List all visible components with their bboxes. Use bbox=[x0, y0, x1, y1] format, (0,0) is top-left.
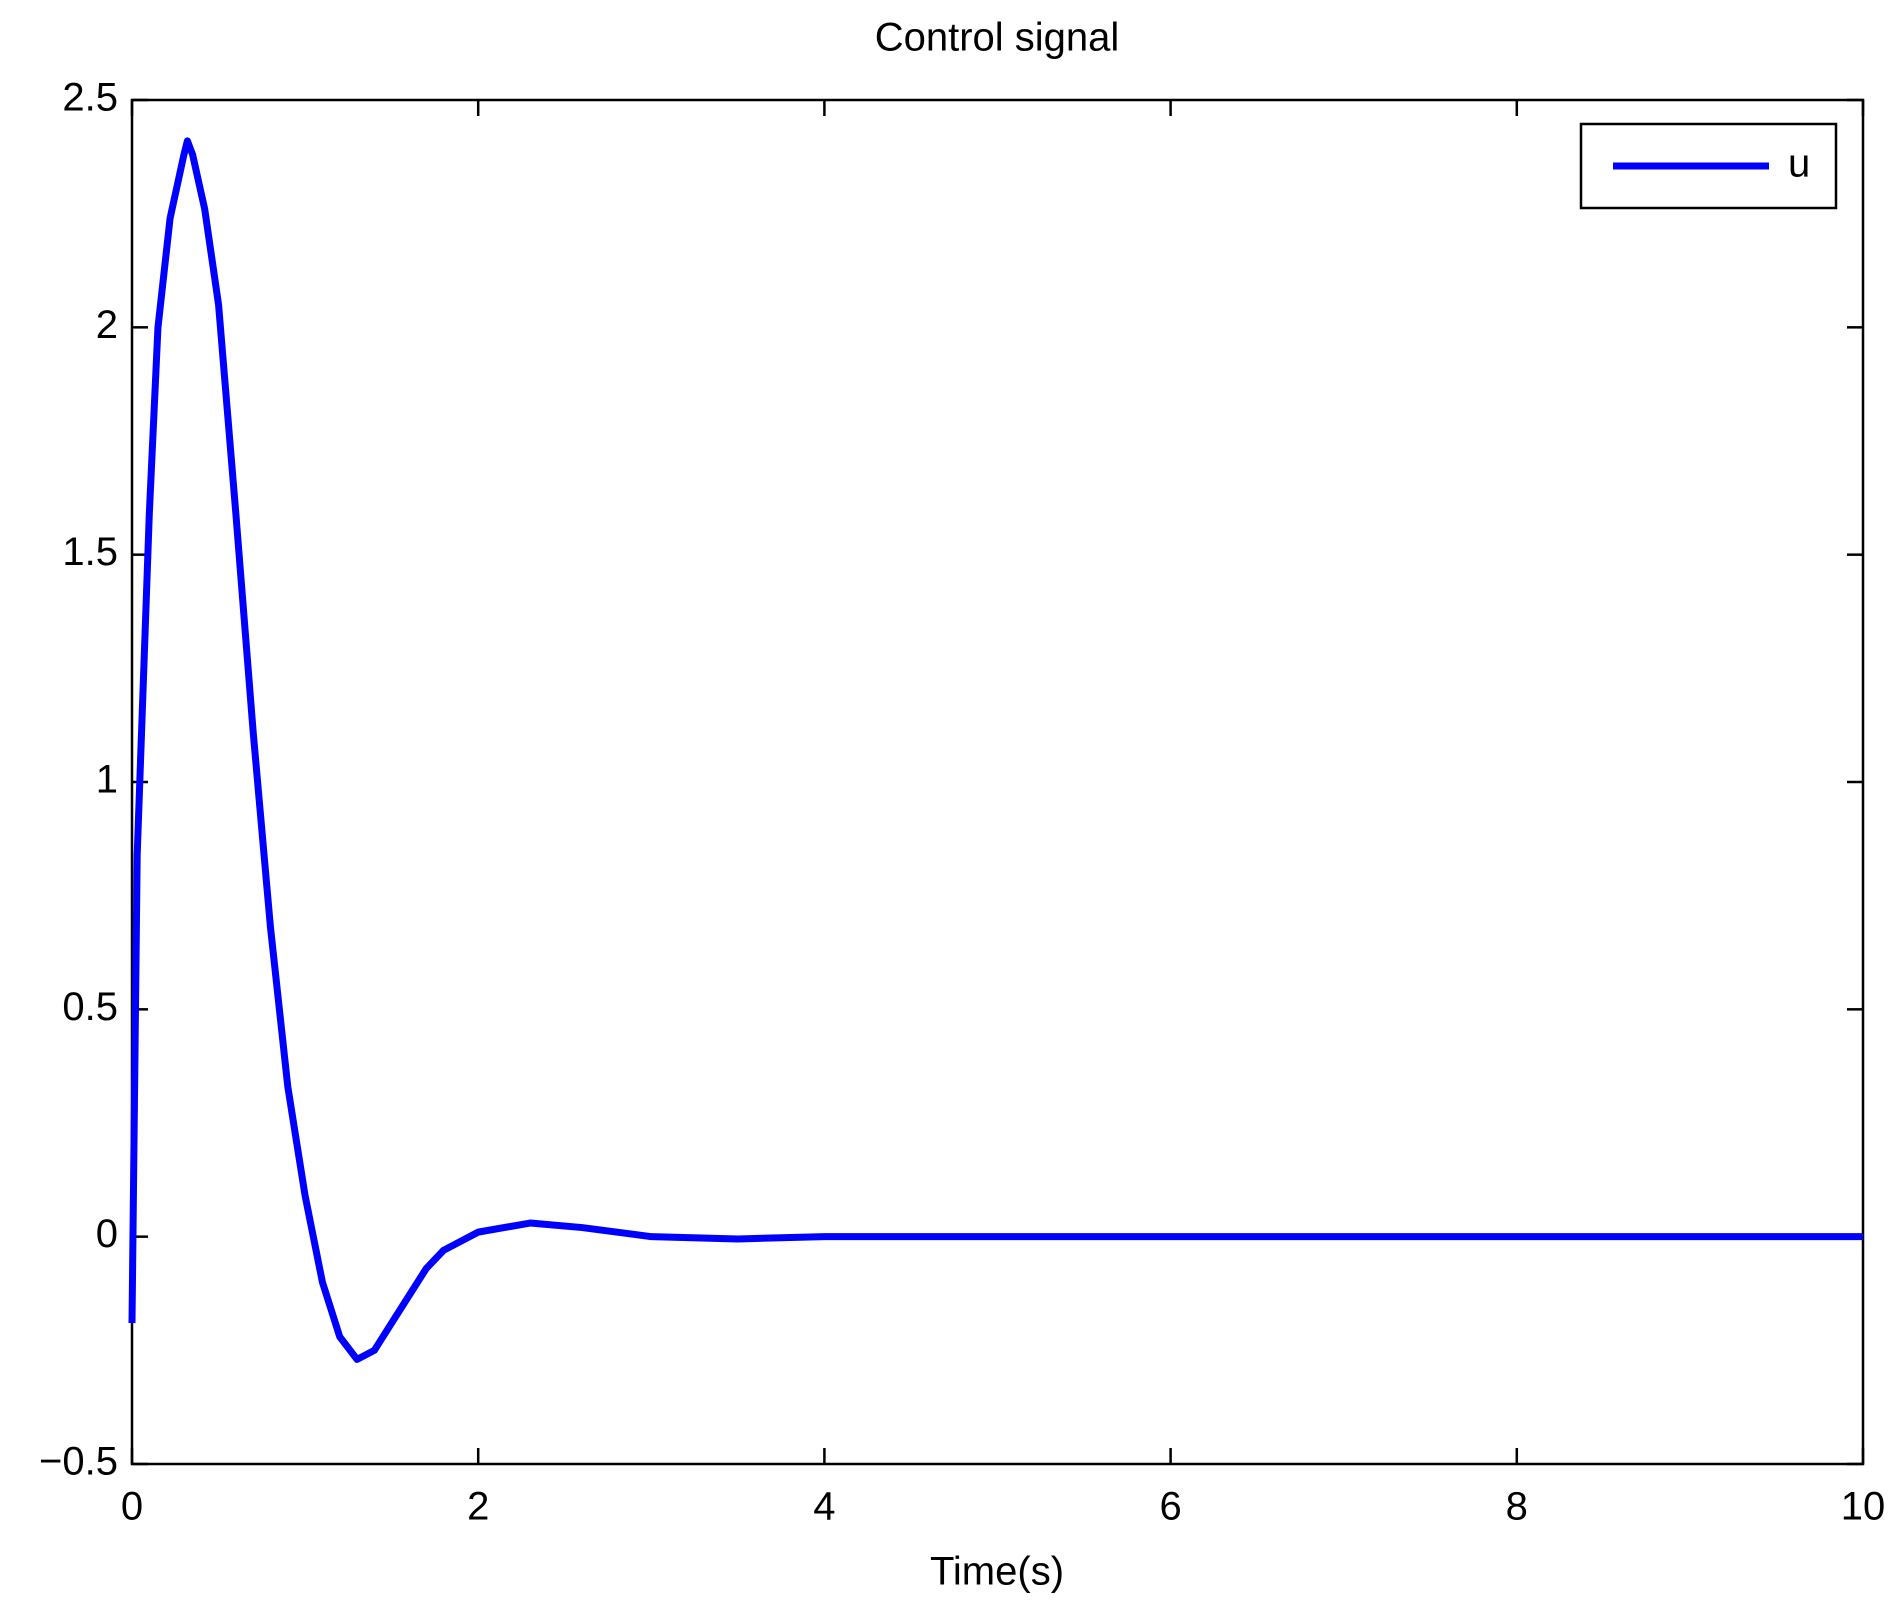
y-tick-label: 1.5 bbox=[62, 530, 118, 574]
x-tick-label: 2 bbox=[467, 1485, 489, 1529]
x-tick-label: 4 bbox=[813, 1485, 835, 1529]
plot-area bbox=[130, 98, 1865, 1466]
x-tick-label: 10 bbox=[1841, 1485, 1886, 1529]
x-axis-label: Time(s) bbox=[930, 1550, 1064, 1594]
y-tick-label: −0.5 bbox=[39, 1440, 118, 1484]
chart-title: Control signal bbox=[875, 16, 1120, 60]
x-tick-label: 6 bbox=[1159, 1485, 1181, 1529]
y-tick-label: 0.5 bbox=[62, 985, 118, 1029]
line-series bbox=[128, 137, 1863, 1363]
y-tick-label: 0 bbox=[96, 1212, 118, 1256]
y-tick-label: 1 bbox=[96, 758, 118, 802]
y-tick-label: 2 bbox=[96, 303, 118, 347]
x-tick-label: 0 bbox=[121, 1485, 143, 1529]
legend-label: u bbox=[1788, 142, 1810, 186]
x-tick-label: 8 bbox=[1506, 1485, 1528, 1529]
y-tick-label: 2.5 bbox=[62, 76, 118, 120]
